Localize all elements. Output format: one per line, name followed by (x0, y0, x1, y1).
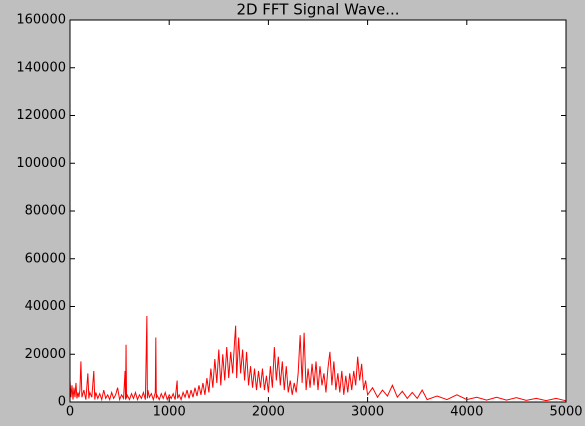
y-tick-label: 120000 (16, 108, 66, 123)
signal-line (69, 316, 567, 402)
plot-frame (69, 19, 567, 403)
x-tick-label: 3000 (351, 405, 384, 420)
y-tick-label: 20000 (25, 347, 66, 362)
y-tick-label: 140000 (16, 60, 66, 75)
y-tick-label: 160000 (16, 13, 66, 28)
y-tick-label: 60000 (25, 251, 66, 266)
x-tick-label: 4000 (450, 405, 483, 420)
x-tick-label: 5000 (549, 405, 582, 420)
y-tick-label: 80000 (25, 204, 66, 219)
y-tick-label: 100000 (16, 156, 66, 171)
x-tick-label: 2000 (252, 405, 285, 420)
plot-area (70, 20, 566, 402)
x-tick-label: 0 (66, 405, 74, 420)
y-tick-label: 0 (58, 395, 66, 410)
chart-title: 2D FFT Signal Wave... (236, 1, 399, 19)
x-tick-label: 1000 (153, 405, 186, 420)
y-tick-label: 40000 (25, 299, 66, 314)
